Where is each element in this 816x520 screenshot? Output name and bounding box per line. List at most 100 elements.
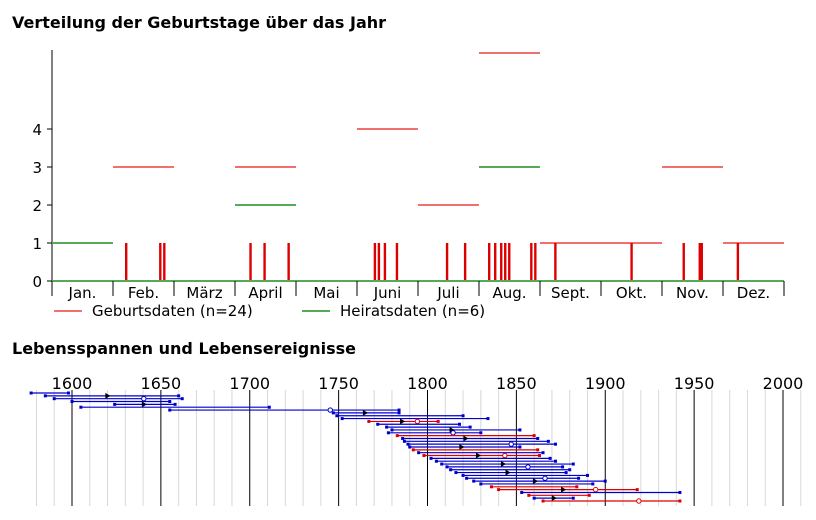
birth-marker [527, 493, 531, 497]
birthday-bar [249, 243, 252, 281]
birth-marker [340, 417, 344, 421]
death-marker [591, 482, 595, 486]
month-label: April [248, 284, 282, 302]
birthday-bar [494, 243, 497, 281]
birthday-bar [287, 243, 290, 281]
death-marker [568, 468, 572, 472]
birth-marker [497, 488, 501, 492]
death-marker [548, 456, 552, 460]
chart-title-birthdays: Verteilung der Geburtstage über das Jahr [12, 13, 387, 32]
death-marker [536, 436, 540, 440]
x-tick-label: 1750 [318, 374, 359, 393]
legend-label: Heiratsdaten (n=6) [340, 302, 485, 320]
death-marker [532, 434, 536, 438]
death-marker [541, 451, 545, 455]
month-label: Sept. [551, 284, 590, 302]
event-marker [551, 495, 557, 502]
birthday-bar [530, 243, 533, 281]
death-marker [536, 448, 540, 452]
month-label: März [186, 284, 222, 302]
birth-marker [440, 462, 444, 466]
birth-marker [520, 490, 524, 494]
death-marker [537, 454, 541, 458]
death-marker [564, 471, 568, 475]
death-marker [177, 394, 181, 398]
birthday-bar [698, 243, 701, 281]
birth-marker [390, 428, 394, 432]
death-marker [518, 428, 522, 432]
birth-marker [113, 402, 117, 406]
birth-marker [386, 431, 390, 435]
month-label: Okt. [616, 284, 647, 302]
y-tick-label: 1 [32, 235, 42, 253]
birthday-bar [736, 243, 740, 281]
y-tick-label: 4 [32, 121, 42, 139]
birth-marker [402, 439, 406, 443]
death-marker [397, 408, 401, 412]
chart-title-lifespans: Lebensspannen und Lebensereignisse [12, 339, 357, 358]
y-tick-label: 0 [32, 273, 42, 291]
birth-marker [434, 459, 438, 463]
event-circle [636, 498, 642, 504]
death-marker [678, 490, 682, 494]
birthday-bar [395, 243, 399, 281]
birthday-bar [125, 243, 128, 281]
birth-marker [367, 419, 371, 423]
birth-marker [52, 397, 56, 401]
death-marker [168, 400, 172, 404]
event-circle [508, 441, 514, 447]
death-marker [553, 442, 557, 446]
birth-marker [479, 482, 483, 486]
event-marker [500, 461, 506, 468]
event-circle [502, 452, 508, 459]
month-label: Juli [436, 284, 459, 302]
month-label: Mai [313, 284, 339, 302]
x-tick-label: 1650 [141, 374, 182, 393]
birth-marker [461, 473, 465, 477]
event-marker [105, 392, 111, 399]
death-marker [571, 496, 575, 500]
y-tick-label: 3 [32, 159, 42, 177]
birth-marker [411, 448, 415, 452]
legend-label: Geburtsdaten (n=24) [92, 302, 253, 320]
death-marker [585, 473, 589, 477]
month-label: Feb. [128, 284, 159, 302]
birthday-distribution-chart: 0 1 2 3 4 Jan. Feb. März April Mai Juni Juli Aug. Sep… [32, 50, 785, 320]
birth-marker [335, 414, 339, 418]
birthday-bar [445, 243, 449, 281]
birthday-bar [630, 243, 633, 281]
month-label: Juni [373, 284, 402, 302]
birth-marker [29, 391, 33, 395]
death-marker [587, 493, 591, 497]
x-tick-label: 1900 [585, 374, 626, 393]
birthday-bar [700, 243, 703, 281]
birth-marker [445, 465, 449, 469]
death-marker [267, 405, 271, 409]
birth-marker [408, 445, 412, 449]
birthday-bar [263, 243, 266, 281]
y-tick-label: 2 [32, 197, 42, 215]
death-marker [575, 485, 579, 489]
death-marker [486, 417, 490, 421]
birthday-bar [500, 243, 503, 281]
birth-marker [70, 400, 74, 404]
birth-marker [401, 436, 405, 440]
birth-marker [541, 499, 545, 503]
death-marker [561, 465, 565, 469]
death-marker [678, 499, 682, 503]
birth-marker [376, 422, 380, 426]
x-tick-label: 1700 [229, 374, 270, 393]
birthday-bar [159, 243, 162, 281]
birth-marker [395, 434, 399, 438]
birth-marker [449, 468, 453, 472]
death-marker [635, 488, 639, 492]
birth-marker [417, 451, 421, 455]
event-circle [592, 486, 599, 493]
month-label: Dez. [737, 284, 770, 302]
birth-marker [472, 479, 476, 483]
month-label: Nov. [676, 284, 709, 302]
birthday-bar [373, 243, 377, 281]
birth-marker [454, 471, 458, 475]
birth-marker [532, 496, 536, 500]
event-marker [532, 478, 538, 485]
